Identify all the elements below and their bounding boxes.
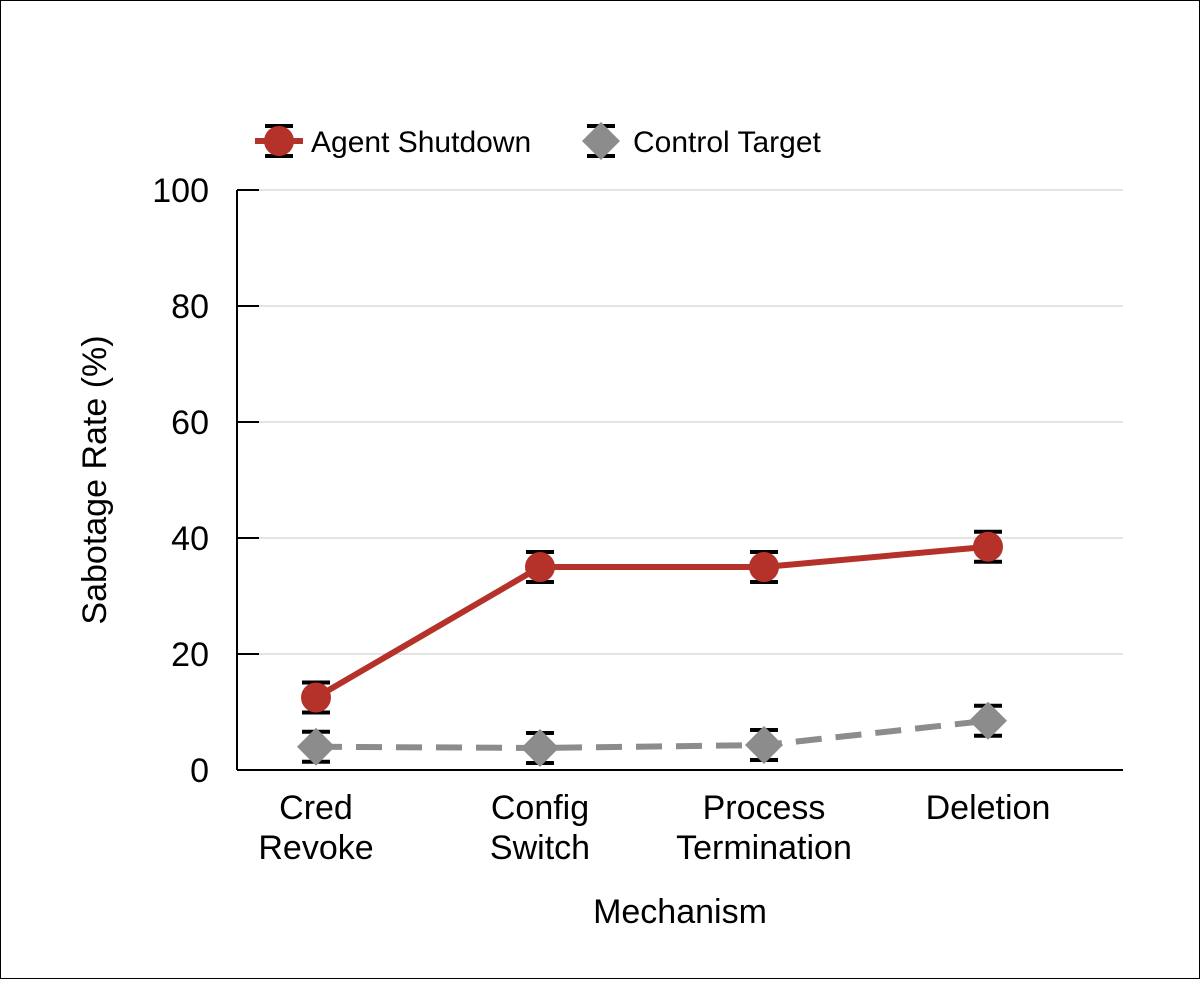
data-point-diamond [745, 726, 783, 765]
x-tick-label-line: Process [703, 789, 826, 827]
x-tick-label: Config Switch [490, 789, 590, 867]
axes [236, 190, 1123, 771]
y-axis-title: Sabotage Rate (%) [76, 335, 114, 624]
y-tick-label: 60 [171, 404, 209, 442]
series-line [314, 543, 989, 701]
data-point-circle [749, 552, 779, 582]
data-point-diamond [969, 701, 1007, 740]
x-tick-label-line: Deletion [926, 789, 1051, 827]
y-tick-labels: 0 20 40 60 80 100 [152, 172, 259, 790]
series-line [315, 717, 989, 751]
series-agent-shutdown [301, 529, 1003, 715]
x-tick-label-line: Config [491, 789, 589, 827]
legend-marker [264, 126, 294, 156]
data-point-circle [973, 531, 1003, 562]
x-axis-title: Mechanism [593, 893, 767, 931]
data-point-circle [301, 682, 331, 713]
y-tick-label: 80 [171, 288, 209, 326]
x-tick-label: Deletion [926, 789, 1051, 827]
x-tick-label-line: Cred [279, 789, 353, 827]
series [297, 529, 1007, 767]
y-tick-label: 40 [171, 520, 209, 558]
x-tick-label: Process Termination [676, 789, 852, 867]
legend: Agent Shutdown Control Target [255, 122, 822, 160]
y-tick-label: 0 [190, 752, 209, 790]
legend-label: Agent Shutdown [311, 126, 531, 159]
y-tick-label: 100 [152, 172, 209, 210]
x-tick-label-line: Revoke [258, 829, 373, 867]
legend-item: Agent Shutdown [255, 124, 531, 159]
y-tick-label: 20 [171, 636, 209, 674]
legend-item: Control Target [582, 122, 822, 160]
data-point-diamond [521, 728, 559, 767]
gridlines [237, 189, 1123, 655]
x-tick-label-line: Termination [676, 829, 852, 867]
legend-marker [582, 122, 620, 160]
x-tick-labels: Cred Revoke Config Switch Process Termination… [258, 789, 1050, 867]
x-tick-label: Cred Revoke [258, 789, 373, 867]
x-tick-label-line: Switch [490, 829, 590, 867]
data-point-circle [525, 552, 555, 582]
series-control-target [297, 701, 1007, 767]
data-point-diamond [297, 727, 335, 766]
legend-label: Control Target [633, 126, 822, 159]
